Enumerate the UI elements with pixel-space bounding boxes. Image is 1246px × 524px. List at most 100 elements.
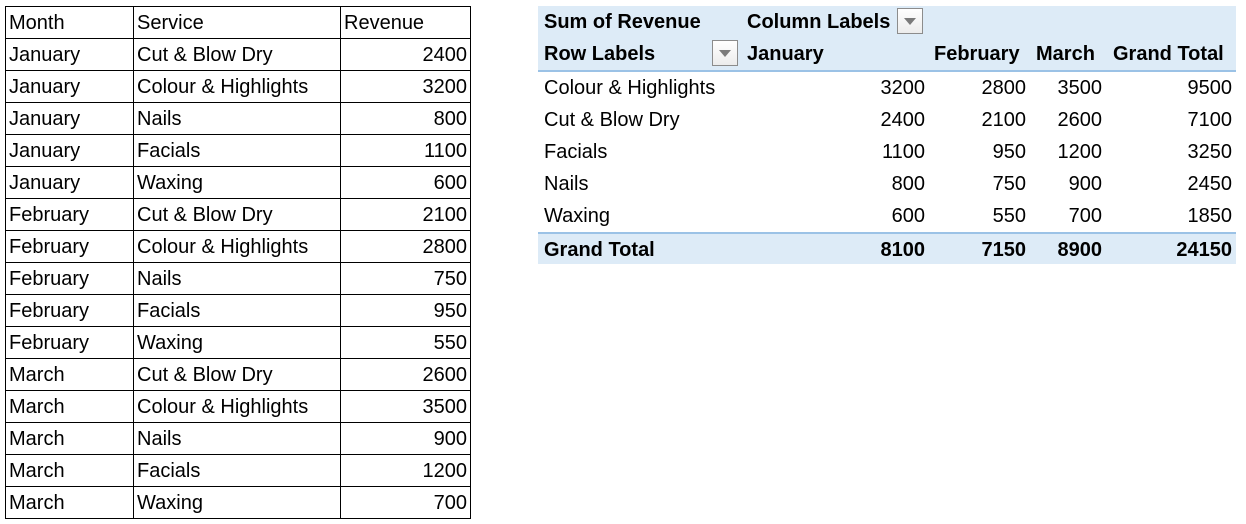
service-cell[interactable]: Waxing [133, 486, 341, 519]
service-cell[interactable]: Nails [133, 102, 341, 135]
revenue-cell[interactable]: 3200 [340, 70, 471, 103]
grand-total-overall[interactable]: 24150 [1176, 239, 1232, 261]
pivot-value-grand-total[interactable]: 2450 [1187, 173, 1233, 195]
revenue-cell[interactable]: 2800 [340, 230, 471, 263]
month-cell[interactable]: March [5, 422, 134, 455]
service-cell[interactable]: Colour & Highlights [133, 390, 341, 423]
service-cell[interactable]: Colour & Highlights [133, 70, 341, 103]
pivot-row-label[interactable]: Facials [544, 141, 608, 163]
revenue-cell[interactable]: 2400 [340, 38, 471, 71]
table-row: March Facials 1200 [5, 454, 471, 487]
sum-of-revenue-label[interactable]: Sum of Revenue [544, 11, 701, 33]
revenue-cell[interactable]: 550 [340, 326, 471, 359]
pivot-row-label[interactable]: Cut & Blow Dry [544, 109, 680, 131]
table-row: March Cut & Blow Dry 2600 [5, 358, 471, 391]
service-cell[interactable]: Facials [133, 294, 341, 327]
table-row: March Nails 900 [5, 422, 471, 455]
source-header-row: Month Service Revenue [5, 6, 471, 39]
pivot-value-march[interactable]: 900 [1068, 173, 1102, 195]
pivot-grand-total-row: Grand Total 8100 7150 8900 24150 [538, 232, 1236, 264]
service-cell[interactable]: Waxing [133, 166, 341, 199]
table-row: February Colour & Highlights 2800 [5, 230, 471, 263]
column-header-january[interactable]: January [747, 43, 824, 65]
service-cell[interactable]: Facials [133, 134, 341, 167]
column-header-grand-total[interactable]: Grand Total [1113, 43, 1224, 65]
pivot-value-grand-total[interactable]: 1850 [1187, 205, 1233, 227]
month-cell[interactable]: January [5, 134, 134, 167]
month-cell[interactable]: February [5, 262, 134, 295]
column-header-march[interactable]: March [1036, 43, 1095, 65]
service-cell[interactable]: Cut & Blow Dry [133, 358, 341, 391]
service-cell[interactable]: Facials [133, 454, 341, 487]
revenue-cell[interactable]: 600 [340, 166, 471, 199]
pivot-value-grand-total[interactable]: 3250 [1187, 141, 1233, 163]
month-cell[interactable]: March [5, 486, 134, 519]
pivot-value-february[interactable]: 550 [992, 205, 1026, 227]
grand-total-march[interactable]: 8900 [1057, 239, 1103, 261]
grand-total-row-label[interactable]: Grand Total [544, 239, 655, 261]
column-header-february[interactable]: February [934, 43, 1020, 65]
row-labels-label[interactable]: Row Labels [544, 43, 656, 65]
table-row: January Colour & Highlights 3200 [5, 70, 471, 103]
pivot-row-label[interactable]: Waxing [544, 205, 610, 227]
pivot-header-row-2: Row Labels January February March Grand … [538, 38, 1236, 72]
month-cell[interactable]: March [5, 390, 134, 423]
pivot-value-january[interactable]: 600 [891, 205, 925, 227]
pivot-row: Facials 1100 950 1200 3250 [538, 136, 1236, 168]
pivot-value-february[interactable]: 2800 [981, 77, 1027, 99]
pivot-value-march[interactable]: 1200 [1057, 141, 1103, 163]
table-row: January Cut & Blow Dry 2400 [5, 38, 471, 71]
month-cell[interactable]: February [5, 230, 134, 263]
column-labels-filter-dropdown-icon[interactable] [897, 8, 923, 34]
grand-total-february[interactable]: 7150 [981, 239, 1027, 261]
pivot-value-january[interactable]: 3200 [880, 77, 926, 99]
revenue-cell[interactable]: 2100 [340, 198, 471, 231]
revenue-cell[interactable]: 900 [340, 422, 471, 455]
revenue-cell[interactable]: 2600 [340, 358, 471, 391]
source-data-table: Month Service Revenue January Cut & Blow… [5, 6, 471, 519]
revenue-cell[interactable]: 1100 [340, 134, 471, 167]
pivot-value-grand-total[interactable]: 7100 [1187, 109, 1233, 131]
service-cell[interactable]: Waxing [133, 326, 341, 359]
pivot-value-january[interactable]: 1100 [881, 141, 925, 163]
row-labels-filter-dropdown-icon[interactable] [712, 40, 738, 66]
header-cell-month[interactable]: Month [5, 6, 134, 39]
pivot-table: Sum of Revenue Column Labels Row Labels … [538, 6, 1236, 264]
revenue-cell[interactable]: 750 [340, 262, 471, 295]
service-cell[interactable]: Cut & Blow Dry [133, 198, 341, 231]
revenue-cell[interactable]: 700 [340, 486, 471, 519]
revenue-cell[interactable]: 950 [340, 294, 471, 327]
month-cell[interactable]: February [5, 294, 134, 327]
pivot-value-grand-total[interactable]: 9500 [1187, 77, 1233, 99]
header-cell-service[interactable]: Service [133, 6, 341, 39]
revenue-cell[interactable]: 800 [340, 102, 471, 135]
revenue-cell[interactable]: 3500 [340, 390, 471, 423]
table-row: February Cut & Blow Dry 2100 [5, 198, 471, 231]
month-cell[interactable]: January [5, 70, 134, 103]
month-cell[interactable]: January [5, 102, 134, 135]
month-cell[interactable]: March [5, 454, 134, 487]
service-cell[interactable]: Nails [133, 262, 341, 295]
month-cell[interactable]: March [5, 358, 134, 391]
service-cell[interactable]: Colour & Highlights [133, 230, 341, 263]
service-cell[interactable]: Cut & Blow Dry [133, 38, 341, 71]
service-cell[interactable]: Nails [133, 422, 341, 455]
pivot-value-february[interactable]: 2100 [981, 109, 1027, 131]
revenue-cell[interactable]: 1200 [340, 454, 471, 487]
pivot-value-march[interactable]: 3500 [1057, 77, 1103, 99]
grand-total-january[interactable]: 8100 [880, 239, 926, 261]
pivot-value-march[interactable]: 700 [1068, 205, 1102, 227]
month-cell[interactable]: February [5, 326, 134, 359]
pivot-value-january[interactable]: 800 [891, 173, 925, 195]
header-cell-revenue[interactable]: Revenue [340, 6, 471, 39]
pivot-value-february[interactable]: 950 [992, 141, 1026, 163]
month-cell[interactable]: January [5, 38, 134, 71]
pivot-row-label[interactable]: Nails [544, 173, 589, 195]
pivot-value-march[interactable]: 2600 [1057, 109, 1103, 131]
column-labels-label[interactable]: Column Labels [747, 11, 891, 33]
pivot-value-february[interactable]: 750 [992, 173, 1026, 195]
pivot-value-january[interactable]: 2400 [880, 109, 926, 131]
month-cell[interactable]: February [5, 198, 134, 231]
month-cell[interactable]: January [5, 166, 134, 199]
pivot-row-label[interactable]: Colour & Highlights [544, 77, 716, 99]
